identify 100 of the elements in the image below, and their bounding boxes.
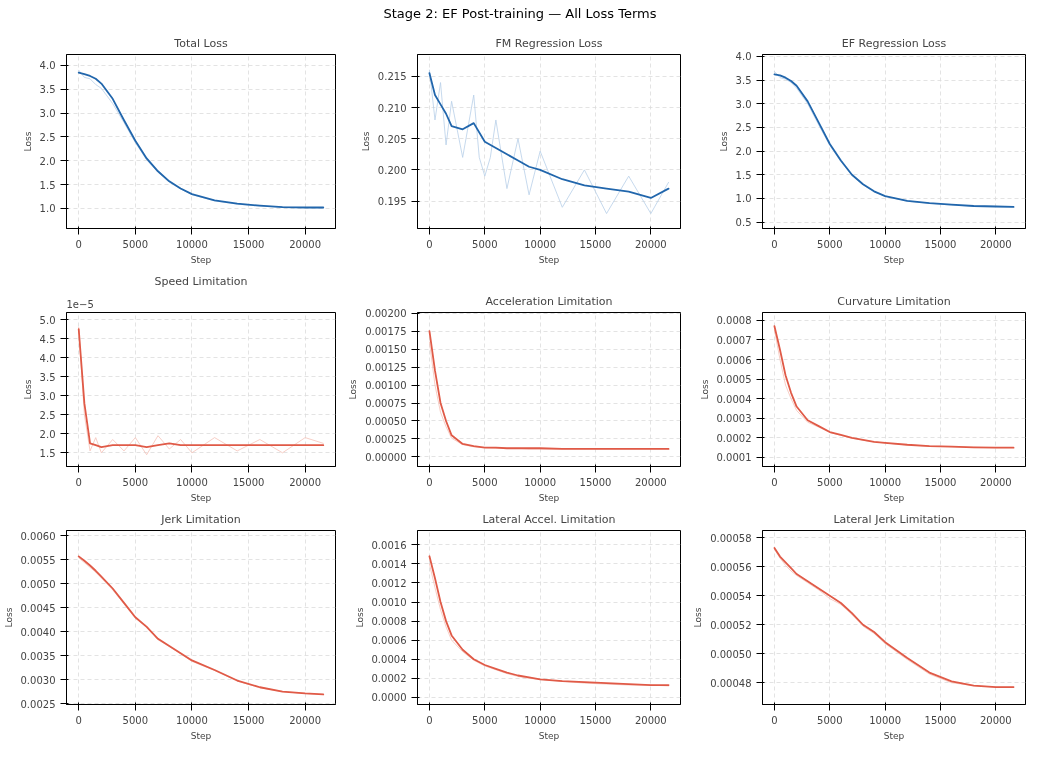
y-tick-label: 4.0 [735,50,752,62]
x-tick-label: 0 [426,714,433,726]
y-tick-label: 0.0008 [716,314,752,326]
x-tick-label: 15000 [924,714,957,726]
y-tick-label: 0.0002 [371,672,407,684]
y-tick-label: 4.0 [39,60,56,72]
chart-title: Jerk Limitation [160,512,241,526]
x-tick-label: 10000 [176,238,208,250]
x-tick-label: 5000 [122,714,149,726]
x-tick-label: 0 [426,476,433,488]
y-tick-label: 4.0 [39,352,56,364]
x-tick-label: 15000 [232,238,265,250]
y-axis-title: Loss [718,130,729,151]
y-tick-label: 0.0040 [20,626,56,638]
y-tick-label: 1.5 [39,447,56,459]
y-tick-label: 0.0050 [20,578,56,590]
y-tick-label: 5.0 [39,314,56,326]
x-tick-label: 5000 [817,476,843,488]
x-tick-label: 5000 [817,714,843,726]
chart-title: FM Regression Loss [495,36,603,50]
x-axis-title: Step [190,492,212,503]
x-tick-label: 5000 [472,476,498,488]
x-tick-label: 0 [75,714,82,726]
y-tick-label: 0.00050 [365,415,407,427]
y-tick-label: 0.0006 [371,634,407,646]
y-tick-label: 3.5 [735,74,752,86]
chart-title: EF Regression Loss [841,36,947,50]
y-tick-label: 0.0030 [20,674,56,686]
x-tick-label: 0 [771,714,778,726]
y-tick-label: 0.00125 [365,361,407,373]
y-tick-label: 0.00048 [710,677,752,689]
y-tick-label: 0.0014 [371,558,407,570]
y-tick-label: 0.00000 [365,451,407,463]
chart-title: Total Loss [173,36,228,50]
y-tick-label: 0.215 [377,70,407,82]
x-tick-label: 10000 [176,714,208,726]
y-tick-label: 1.5 [39,179,56,191]
x-tick-label: 20000 [634,476,667,488]
y-tick-label: 0.00056 [710,561,752,573]
y-tick-label: 0.0045 [20,602,56,614]
y-tick-label: 1.0 [39,203,56,215]
x-axis-title: Step [538,492,560,503]
x-tick-label: 5000 [472,238,498,250]
x-tick-label: 10000 [524,476,557,488]
x-tick-label: 20000 [979,238,1012,250]
x-axis-title: Step [883,254,905,265]
y-tick-label: 0.0008 [371,615,407,627]
y-tick-label: 3.0 [735,98,752,110]
y-axis-title: Loss [22,130,33,151]
y-tick-label: 3.5 [39,83,56,95]
y-tick-label: 0.0000 [371,692,407,703]
chart-title: Curvature Limitation [837,294,951,308]
x-tick-label: 20000 [979,714,1012,726]
y-tick-label: 3.5 [39,371,56,383]
y-tick-label: 2.0 [735,145,752,157]
x-tick-label: 15000 [579,714,612,726]
y-axis-title: Loss [360,130,371,151]
x-tick-label: 10000 [176,476,208,488]
y-tick-label: 0.200 [377,164,407,176]
x-axis-title: Step [538,254,560,265]
y-tick-label: 0.00050 [710,648,752,660]
y-tick-label: 0.00052 [710,619,752,631]
y-tick-label: 2.0 [39,155,56,167]
y-tick-label: 2.0 [39,428,56,440]
y-tick-label: 0.0025 [20,698,56,710]
y-tick-label: 0.0004 [716,393,752,405]
y-tick-label: 0.00058 [710,532,752,544]
y-tick-label: 3.0 [39,107,56,119]
y-tick-label: 4.5 [39,333,56,345]
x-axis-title: Step [883,730,905,741]
y-tick-label: 0.00025 [365,433,407,445]
x-tick-label: 15000 [924,238,957,250]
x-tick-label: 10000 [869,238,902,250]
x-tick-label: 20000 [289,714,322,726]
y-axis-title: Loss [354,606,365,627]
x-axis-title: Step [883,492,905,503]
y-tick-label: 0.00075 [365,397,407,409]
x-tick-label: 15000 [579,238,612,250]
y-tick-label: 0.0006 [716,354,752,366]
y-axis-title: Loss [348,378,359,399]
y-tick-label: 0.0003 [716,412,752,424]
y-tick-label: 0.00175 [365,325,407,337]
y-axis-title: Loss [3,606,14,627]
y-tick-label: 0.0016 [371,539,407,551]
x-axis-title: Step [190,254,212,265]
y-tick-label: 0.0035 [20,650,56,662]
y-tick-label: 0.195 [377,195,407,207]
x-tick-label: 10000 [524,714,557,726]
x-tick-label: 20000 [634,714,667,726]
y-tick-label: 2.5 [735,121,752,133]
x-tick-label: 10000 [869,714,902,726]
y-tick-label: 0.5 [735,216,752,228]
x-tick-label: 0 [426,238,433,250]
y-tick-label: 0.00100 [365,379,407,391]
text: 1e−5 [66,298,94,310]
y-tick-label: 1.5 [735,169,752,181]
x-tick-label: 20000 [289,476,322,488]
y-axis-title: Loss [699,378,710,399]
y-tick-label: 2.5 [39,131,56,143]
y-tick-label: 0.00054 [710,590,752,602]
